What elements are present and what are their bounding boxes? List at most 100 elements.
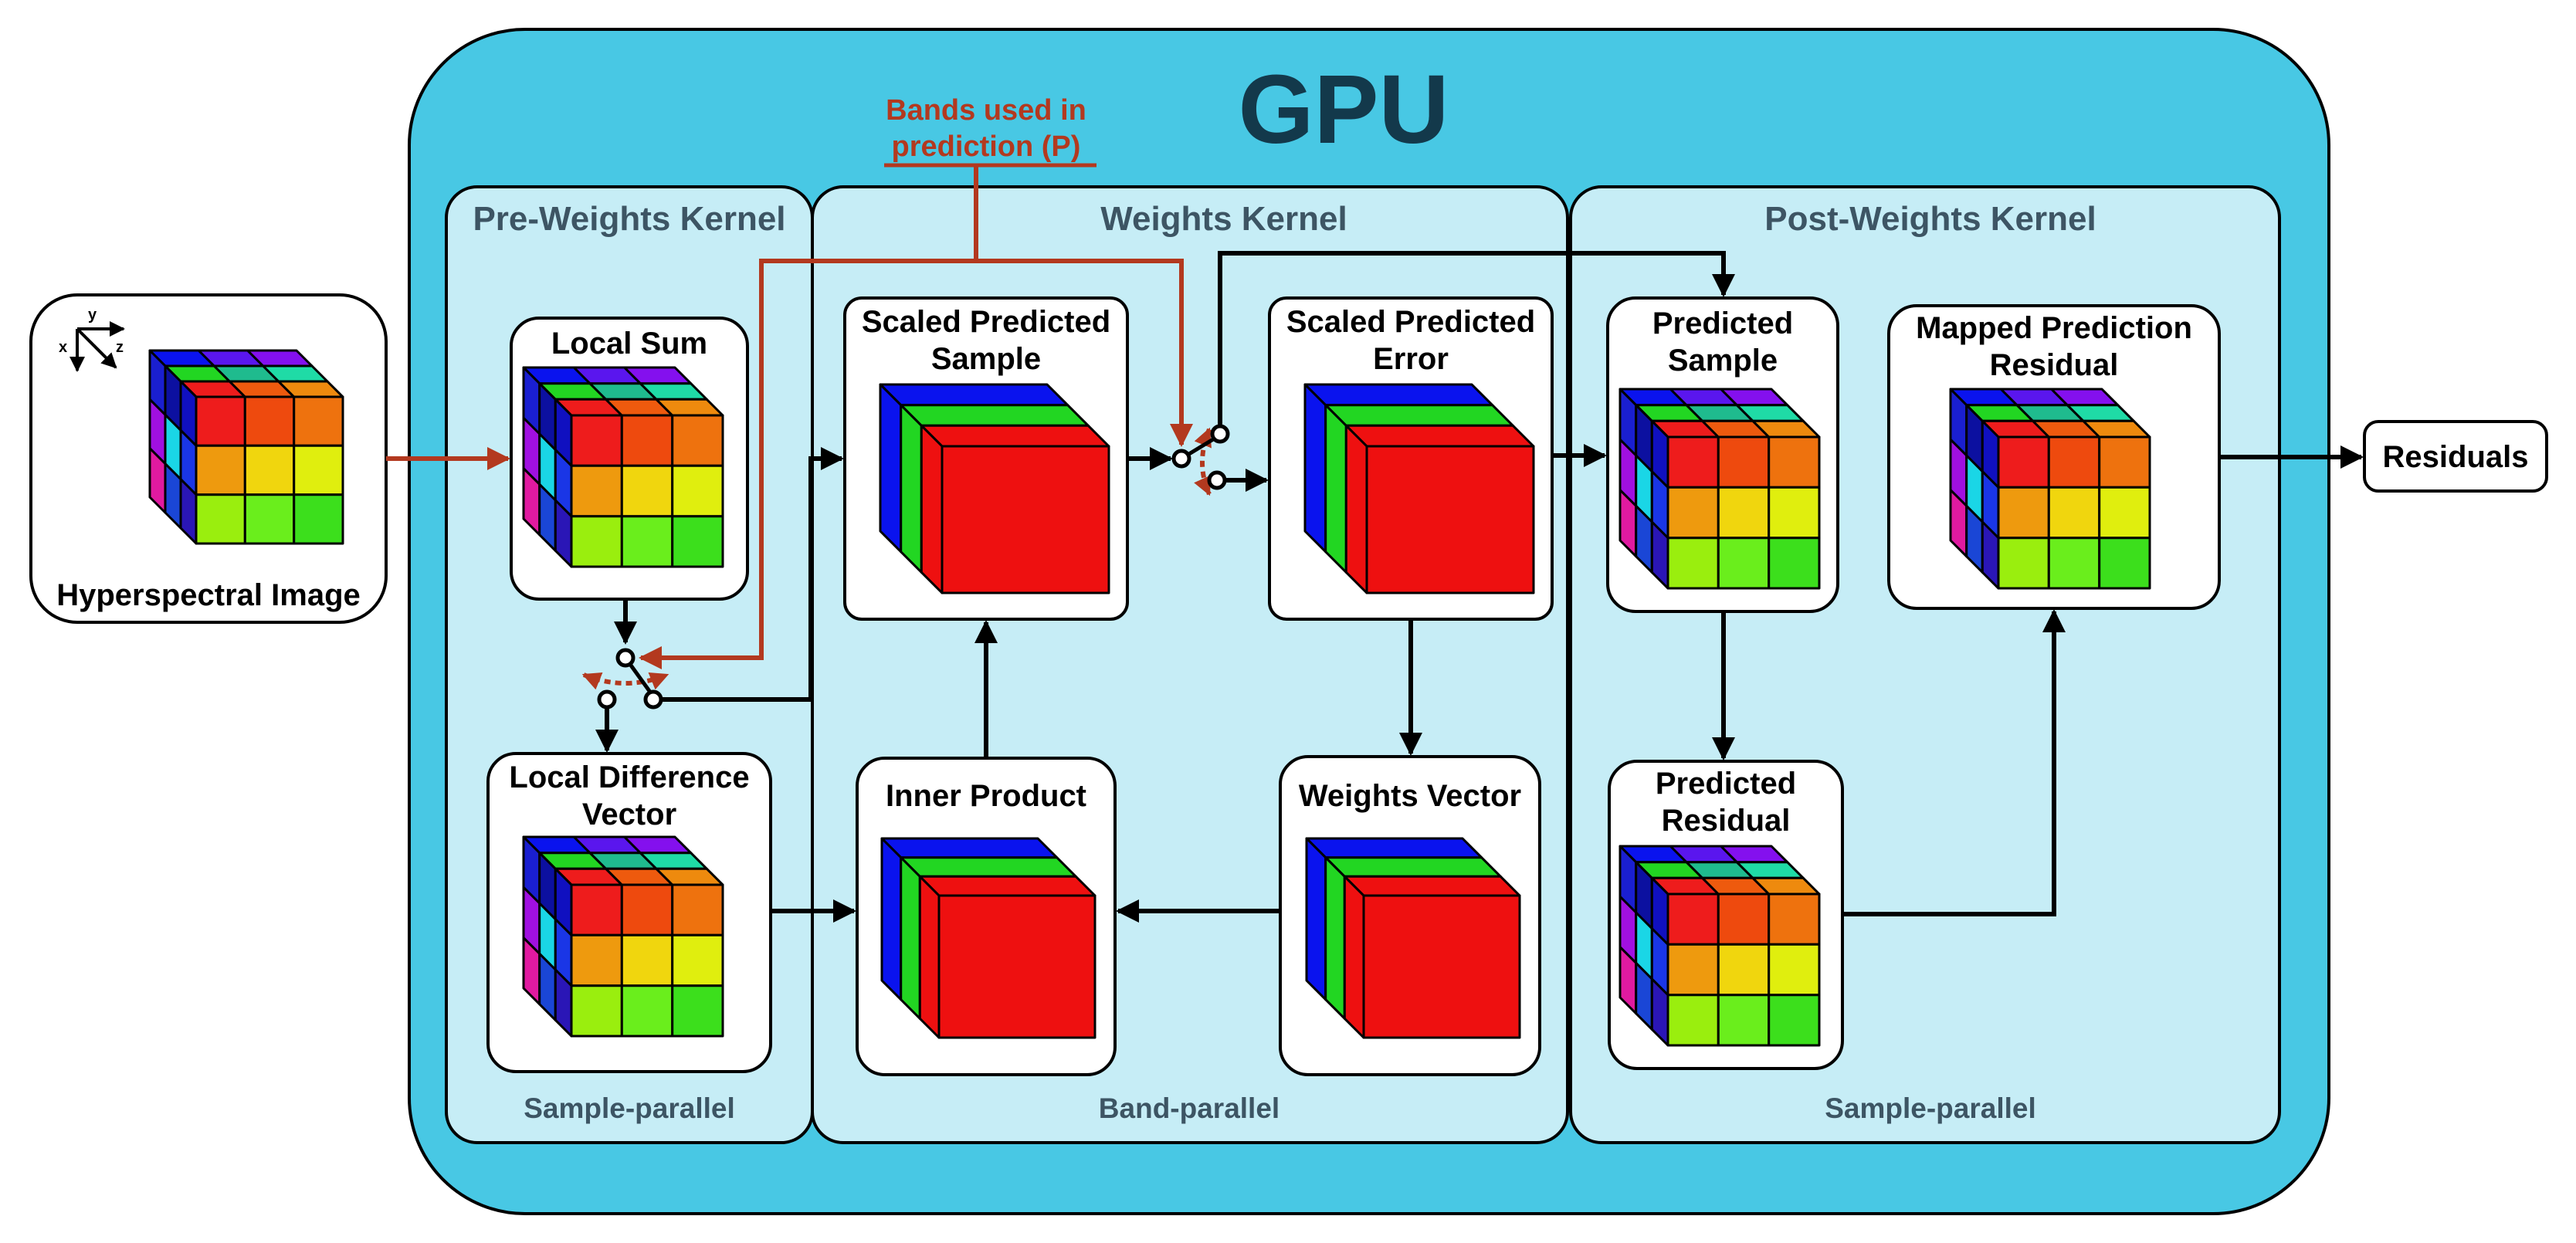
predicted-residual-label-1: Predicted (1656, 767, 1796, 801)
axis-x-label: x (59, 339, 67, 356)
cube-front-cell (293, 395, 344, 447)
bands-to-weights-switch (976, 259, 1193, 447)
axis-y-label: y (88, 307, 97, 323)
cube-layer-side (918, 875, 941, 1039)
cube-front-cell (671, 464, 724, 518)
pre-weights-kernel-mode: Sample-parallel (524, 1092, 735, 1124)
cube-front-cell (671, 515, 724, 568)
cube-front-cell (1997, 435, 2050, 489)
predicted-residual-label-2: Residual (1662, 804, 1791, 838)
predicted-sample-cube (1618, 388, 1821, 590)
cube-front-cell (620, 933, 674, 987)
cube-front-cell (1666, 892, 1720, 946)
cube-front-cell (620, 464, 674, 518)
cube-layer-side (900, 856, 921, 1020)
cube-front-cell (570, 515, 623, 568)
cube-layer-top (1324, 404, 1514, 427)
local-difference-vector-label-1: Local Difference (509, 760, 749, 794)
cube-front-cell (620, 984, 674, 1038)
cube-front-cell (1768, 486, 1821, 540)
inner-product-label: Inner Product (886, 779, 1086, 813)
local-sum-cube (522, 366, 724, 568)
cube-front-cell (243, 444, 296, 496)
cube-front-cell (1768, 943, 1821, 997)
axes-icon (69, 321, 125, 372)
bands-to-local-switch (639, 259, 1175, 669)
scaled-predicted-sample-cube (879, 383, 1110, 594)
cube-layer-top (880, 837, 1059, 859)
scaled-predicted-error-cube (1303, 383, 1535, 594)
cube-layer-top (1324, 856, 1502, 878)
cube-front-cell (1768, 892, 1821, 946)
cube-layer-top (1343, 875, 1521, 897)
cube-front-cell (620, 515, 674, 568)
cube-front-cell (1717, 943, 1771, 997)
weights-switch (1171, 424, 1230, 490)
local-difference-vector-label-2: Vector (582, 798, 676, 831)
axis-z-label: z (116, 339, 124, 356)
predicted-sample-label-2: Sample (1668, 344, 1778, 378)
cube-layer-top (920, 424, 1110, 448)
bands-label-line2: prediction (P) (892, 130, 1081, 163)
scaled-predicted-sample-label-2: Sample (931, 342, 1041, 376)
local-switch (597, 648, 663, 710)
post-weights-kernel-mode: Sample-parallel (1825, 1092, 2036, 1124)
scaled-predicted-error-label-2: Error (1373, 342, 1449, 376)
bands-label-line1: Bands used in (886, 94, 1086, 127)
cube-front-cell (620, 883, 674, 936)
cube-layer-top (918, 875, 1096, 897)
cube-layer-side (1303, 383, 1327, 554)
cube-front-cell (195, 493, 246, 545)
cube-layer-side (880, 837, 903, 1001)
cube-front-cell (2047, 537, 2101, 590)
cube-layer-side (900, 404, 923, 574)
cube-front-cell (195, 395, 246, 447)
inner-product-cube (880, 837, 1096, 1039)
local-switch-indicator (581, 672, 669, 690)
cube-front-cell (2047, 435, 2101, 489)
local-sum-label: Local Sum (551, 327, 707, 361)
cube-front-cell (1666, 943, 1720, 997)
predicted-residual-cube (1618, 845, 1821, 1047)
cube-front-cell (1666, 994, 1720, 1047)
mapped-prediction-residual-label-1: Mapped Prediction (1916, 311, 2192, 345)
cube-front-cell (2047, 486, 2101, 540)
cube-layer-top (1344, 424, 1535, 448)
cube-front-cell (2098, 435, 2151, 489)
cube-layer-side (1324, 404, 1347, 574)
cube-front-cell (243, 395, 296, 447)
gpu-title: GPU (1238, 55, 1449, 164)
scaled-predicted-sample-label-1: Scaled Predicted (862, 305, 1110, 339)
cube-layer-top (900, 856, 1077, 878)
band-control-arrows (386, 165, 1212, 690)
cube-layer-front (1365, 445, 1535, 594)
mapped-prediction-residual-cube (1949, 388, 2151, 590)
cube-front-cell (1666, 435, 1720, 489)
cube-front-cell (570, 883, 623, 936)
cube-front-cell (620, 414, 674, 467)
cube-front-cell (1997, 486, 2050, 540)
weights-vector-cube (1305, 837, 1521, 1039)
cube-front-cell (570, 933, 623, 987)
cube-front-cell (195, 444, 246, 496)
cube-layer-side (1343, 875, 1365, 1039)
hyperspectral-cube (148, 349, 344, 545)
arrow-switch-to-scaled-sample (661, 447, 844, 702)
cube-front-cell (1768, 994, 1821, 1047)
cube-front-cell (2098, 537, 2151, 590)
cube-layer-front (941, 445, 1110, 594)
pre-weights-kernel-title: Pre-Weights Kernel (473, 200, 785, 238)
local-difference-vector-cube (522, 835, 724, 1038)
cube-layer-side (1305, 837, 1327, 1001)
cube-layer-side (1344, 424, 1368, 594)
cube-front-cell (570, 464, 623, 518)
cube-front-cell (243, 493, 296, 545)
residuals-label: Residuals (2383, 440, 2529, 474)
cube-layer-side (879, 383, 903, 554)
cube-front-cell (2098, 486, 2151, 540)
cube-front-cell (1768, 435, 1821, 489)
cube-front-cell (293, 444, 344, 496)
cube-front-cell (1717, 892, 1771, 946)
weights-vector-label: Weights Vector (1299, 779, 1521, 813)
